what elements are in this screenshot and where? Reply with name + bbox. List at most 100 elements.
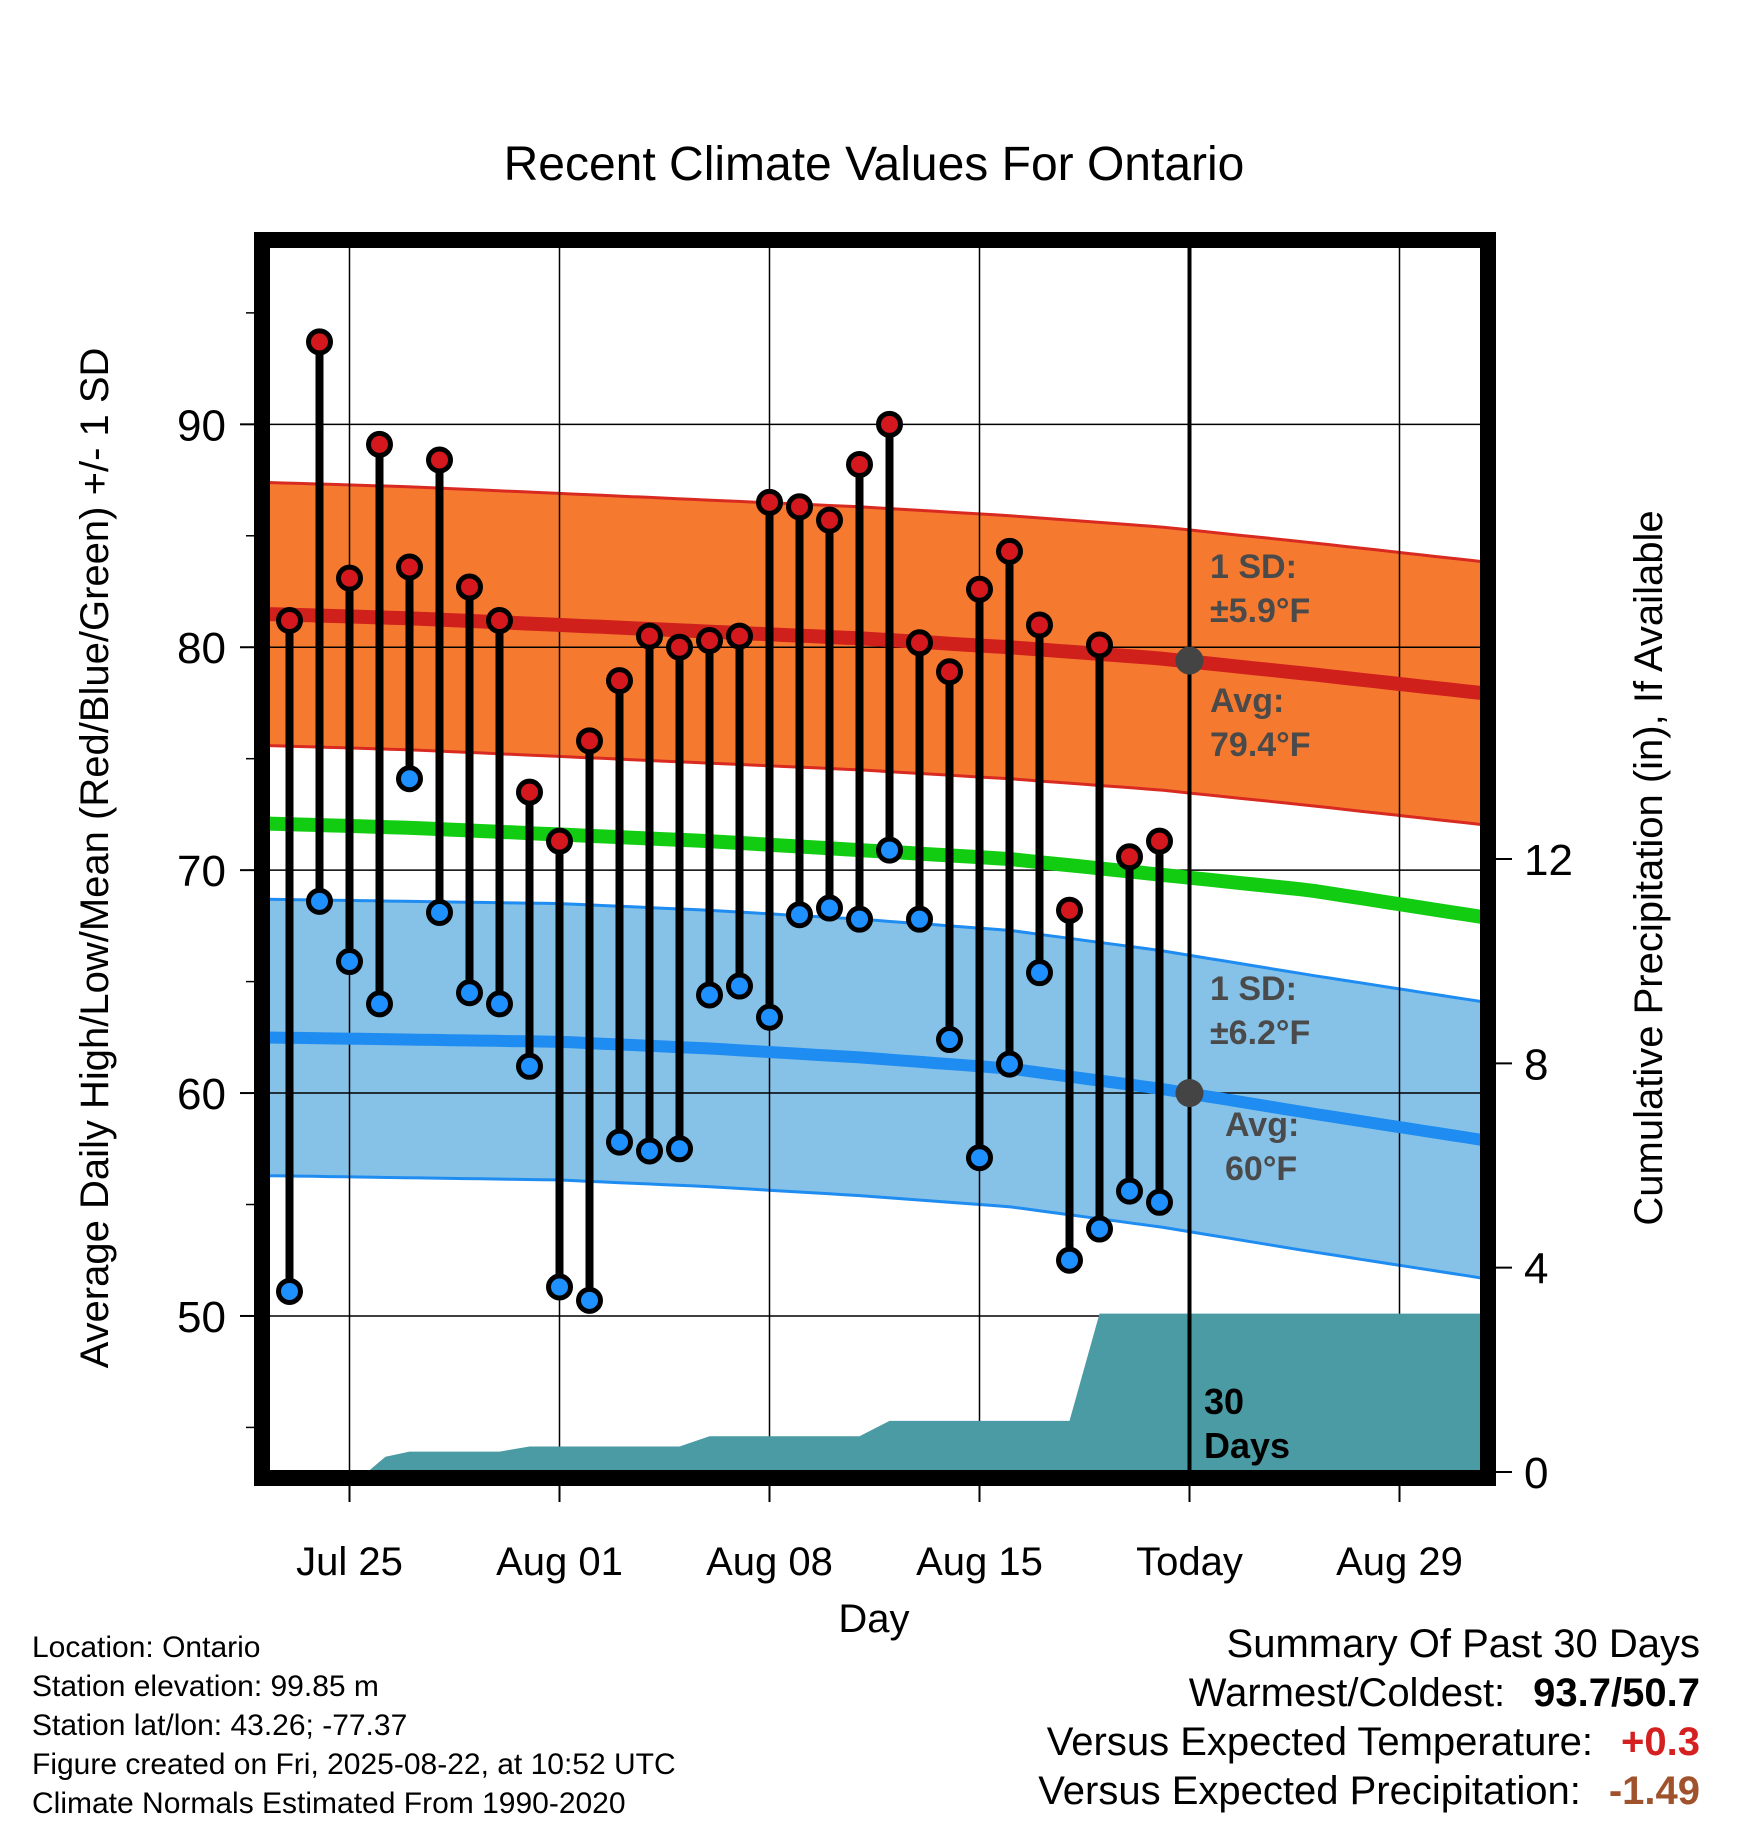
low-point bbox=[366, 990, 393, 1018]
low-point bbox=[516, 1052, 543, 1080]
low-point bbox=[306, 887, 333, 915]
low-point bbox=[456, 979, 483, 1007]
created-text: Figure created on Fri, 2025-08-22, at 10… bbox=[32, 1748, 676, 1781]
low-point bbox=[396, 765, 423, 793]
high-point bbox=[696, 627, 723, 655]
high-point bbox=[276, 606, 303, 634]
low-point bbox=[996, 1050, 1023, 1078]
x-tick-label: Aug 08 bbox=[706, 1540, 833, 1584]
today-low-avg-point bbox=[1175, 1079, 1204, 1108]
plot-area: 1 SD: ±5.9°F Avg: 79.4°F 1 SD: ±6.2°F Avg: 60°F… bbox=[177, 232, 1573, 1584]
high-sd-label: 1 SD: bbox=[1210, 548, 1297, 586]
low-point bbox=[426, 898, 453, 926]
high-point bbox=[666, 633, 693, 661]
precip-label: Versus Expected Precipitation: bbox=[1038, 1769, 1581, 1813]
y-axis-label-right: Cumulative Precipitation (in), If Availa… bbox=[1627, 510, 1671, 1225]
plot-inner: 1 SD: ±5.9°F Avg: 79.4°F 1 SD: ±6.2°F Avg: 60°F… bbox=[268, 246, 1482, 1472]
high-avg-label: Avg: bbox=[1210, 682, 1284, 720]
low-point bbox=[1116, 1177, 1143, 1205]
x-axis-label: Day bbox=[838, 1597, 909, 1641]
high-point bbox=[306, 328, 333, 356]
low-point bbox=[1086, 1215, 1113, 1243]
y-tick-label-left: 50 bbox=[177, 1293, 226, 1342]
plot-border bbox=[254, 232, 1496, 1486]
low-point bbox=[966, 1144, 993, 1172]
low-point bbox=[576, 1286, 603, 1314]
station-info: Location: Ontario Station elevation: 99.… bbox=[32, 1628, 676, 1823]
low-point bbox=[846, 905, 873, 933]
high-band-upper-edge bbox=[268, 481, 1482, 564]
low-point bbox=[1146, 1188, 1173, 1216]
precip-value: -1.49 bbox=[1608, 1769, 1700, 1813]
high-point bbox=[816, 506, 843, 534]
x-tick-label: Aug 29 bbox=[1336, 1540, 1463, 1584]
low-point bbox=[936, 1026, 963, 1054]
low-point bbox=[276, 1277, 303, 1305]
low-point bbox=[876, 836, 903, 864]
high-point bbox=[1056, 896, 1083, 924]
low-point bbox=[1026, 959, 1053, 987]
low-mean-line bbox=[268, 1031, 1482, 1146]
high-sd-value: ±5.9°F bbox=[1210, 592, 1310, 630]
low-sd-label: 1 SD: bbox=[1210, 970, 1297, 1008]
y-tick-label-left: 60 bbox=[177, 1070, 226, 1119]
warm-cold-label: Warmest/Coldest: bbox=[1188, 1671, 1506, 1715]
precip-row: Versus Expected Precipitation: -1.49 bbox=[1038, 1767, 1700, 1816]
low-sd-value: ±6.2°F bbox=[1210, 1014, 1310, 1052]
low-avg-label: Avg: bbox=[1225, 1106, 1299, 1144]
warm-cold-value: 93.7/50.7 bbox=[1533, 1671, 1700, 1715]
low-point bbox=[786, 901, 813, 929]
normals-text: Climate Normals Estimated From 1990-2020 bbox=[32, 1787, 626, 1820]
days-word-label: Days bbox=[1204, 1425, 1290, 1466]
x-tick-label: Jul 25 bbox=[296, 1540, 403, 1584]
low-point bbox=[486, 990, 513, 1018]
high-point bbox=[966, 575, 993, 603]
high-point bbox=[726, 622, 753, 650]
summary-panel: Summary Of Past 30 Days Warmest/Coldest:… bbox=[1038, 1620, 1700, 1816]
temp-row: Versus Expected Temperature: +0.3 bbox=[1038, 1718, 1700, 1767]
high-point bbox=[606, 667, 633, 695]
low-sd-band bbox=[268, 899, 1482, 1279]
high-point bbox=[486, 606, 513, 634]
high-point bbox=[996, 537, 1023, 565]
y-tick-label-left: 90 bbox=[177, 401, 226, 450]
x-tick-label: Aug 15 bbox=[916, 1540, 1043, 1584]
high-point bbox=[1146, 827, 1173, 855]
high-point bbox=[906, 629, 933, 657]
high-point bbox=[426, 446, 453, 474]
high-point bbox=[546, 827, 573, 855]
high-point bbox=[636, 622, 663, 650]
elevation-text: Station elevation: 99.85 m bbox=[32, 1670, 379, 1703]
today-high-avg-point bbox=[1175, 646, 1204, 675]
high-point bbox=[936, 658, 963, 686]
precip-area bbox=[268, 1313, 1482, 1472]
high-point bbox=[1026, 611, 1053, 639]
high-avg-value: 79.4°F bbox=[1210, 726, 1311, 764]
low-point bbox=[606, 1128, 633, 1156]
x-tick-label: Today bbox=[1136, 1540, 1243, 1584]
low-point bbox=[906, 905, 933, 933]
x-tick-label: Aug 01 bbox=[496, 1540, 623, 1584]
low-band-lower-edge bbox=[268, 1174, 1482, 1280]
days-count-label: 30 bbox=[1204, 1381, 1244, 1422]
low-point bbox=[546, 1273, 573, 1301]
chart-title: Recent Climate Values For Ontario bbox=[504, 138, 1245, 191]
temp-label: Versus Expected Temperature: bbox=[1046, 1720, 1594, 1764]
low-point bbox=[666, 1135, 693, 1163]
y-tick-label-right: 0 bbox=[1524, 1449, 1548, 1498]
low-point bbox=[336, 948, 363, 976]
low-point bbox=[1056, 1246, 1083, 1274]
low-point bbox=[636, 1137, 663, 1165]
y-tick-label-right: 8 bbox=[1524, 1040, 1548, 1089]
low-avg-value: 60°F bbox=[1225, 1150, 1297, 1188]
low-point bbox=[726, 972, 753, 1000]
high-sd-band bbox=[268, 482, 1482, 825]
location-text: Location: Ontario bbox=[32, 1631, 261, 1664]
high-point bbox=[336, 564, 363, 592]
low-point bbox=[756, 1003, 783, 1031]
high-point bbox=[876, 410, 903, 438]
low-point bbox=[696, 981, 723, 1009]
high-point bbox=[846, 450, 873, 478]
y-tick-label-left: 80 bbox=[177, 624, 226, 673]
